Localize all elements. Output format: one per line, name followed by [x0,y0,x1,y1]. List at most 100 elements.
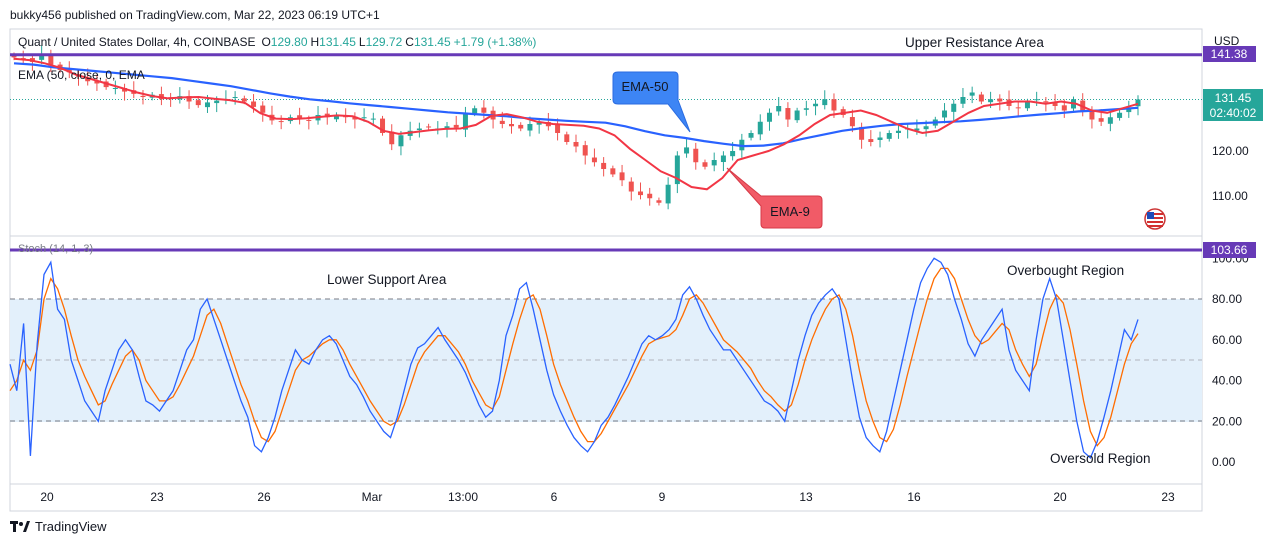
candle[interactable] [720,151,726,172]
candle[interactable] [1006,90,1012,111]
candle[interactable] [1107,111,1113,132]
ema9-callout[interactable]: EMA-9 [726,167,823,229]
time-tick: 23 [1161,490,1175,504]
candle[interactable] [969,86,975,104]
candle[interactable] [416,122,422,138]
candle[interactable] [960,88,966,109]
candle[interactable] [232,91,238,105]
candle[interactable] [711,152,717,172]
time-tick: 6 [551,490,558,504]
candle[interactable] [20,50,26,65]
time-axis[interactable]: 20 23 26 Mar 13:00 6 9 13 16 20 23 [40,490,1175,504]
candle[interactable] [886,130,892,142]
candle[interactable] [868,130,874,147]
candle[interactable] [776,97,782,116]
candle[interactable] [518,122,524,132]
candle[interactable] [702,159,708,170]
ema50-callout[interactable]: EMA-50 [612,71,691,133]
candle[interactable] [1135,95,1141,116]
candle[interactable] [674,151,680,194]
candle[interactable] [195,97,201,108]
resistance-price-tag: 141.38 [1203,46,1256,62]
candle[interactable] [628,177,634,201]
candle[interactable] [545,112,551,131]
stoch-tick: 40.00 [1212,374,1242,388]
candle[interactable] [665,177,671,210]
price-axis[interactable]: 110.00 120.00 [1212,144,1249,203]
candle[interactable] [877,131,883,148]
candle[interactable] [352,112,358,129]
candle[interactable] [822,90,828,110]
candle[interactable] [619,164,625,187]
candle[interactable] [997,94,1003,111]
candle[interactable] [840,106,846,118]
candle[interactable] [591,148,597,167]
candle[interactable] [601,157,607,177]
candle[interactable] [803,100,809,116]
candle[interactable] [315,106,321,125]
candle[interactable] [942,103,948,124]
candle[interactable] [895,123,901,139]
candle[interactable] [766,108,772,131]
candle[interactable] [656,197,662,206]
candle[interactable] [490,106,496,129]
candle[interactable] [426,123,432,130]
candle[interactable] [131,81,137,99]
candle[interactable] [785,102,791,127]
price-tick: 120.00 [1212,144,1249,158]
candle[interactable] [94,74,100,91]
tradingview-logo-icon [10,520,30,532]
candle[interactable] [536,118,542,134]
candle[interactable] [297,107,303,125]
us-flag-icon[interactable] [1144,208,1166,230]
time-tick: 13 [799,490,813,504]
candle[interactable] [813,99,819,116]
candle[interactable] [389,124,395,151]
candle[interactable] [462,106,468,138]
candle[interactable] [333,112,339,122]
candle[interactable] [223,90,229,105]
stoch-tick: 80.00 [1212,292,1242,306]
candle[interactable] [637,182,643,200]
candle[interactable] [859,122,865,149]
candle[interactable] [260,101,266,122]
stoch-d-line [9,267,1139,447]
candle[interactable] [905,124,911,139]
footer[interactable]: TradingView [10,519,107,534]
candle[interactable] [435,121,441,135]
candle[interactable] [186,90,192,109]
candle[interactable] [610,165,616,178]
stoch-marker-text: 103.66 [1211,243,1248,257]
candle[interactable] [757,114,763,141]
candle[interactable] [1117,110,1123,121]
candle[interactable] [407,121,413,141]
candle[interactable] [693,142,699,170]
candle[interactable] [177,87,183,104]
candle[interactable] [978,91,984,105]
candle[interactable] [140,90,146,105]
time-tick: 20 [1053,490,1067,504]
candle[interactable] [582,140,588,165]
candle[interactable] [1034,91,1040,106]
candle[interactable] [951,99,957,121]
candle[interactable] [122,83,128,101]
candle[interactable] [278,115,284,130]
candle[interactable] [380,115,386,136]
ema9-callout-text: EMA-9 [770,204,810,219]
candle[interactable] [269,105,275,125]
candle[interactable] [112,80,118,95]
candle[interactable] [398,130,404,156]
candle[interactable] [158,86,164,106]
candle[interactable] [748,130,754,141]
candle[interactable] [509,118,515,134]
candle[interactable] [794,107,800,123]
candle[interactable] [555,118,561,141]
candle[interactable] [647,187,653,206]
candle[interactable] [573,134,579,153]
candle[interactable] [1015,101,1021,116]
publisher-line: bukky456 published on TradingView.com, M… [10,8,380,22]
candle[interactable] [564,131,570,145]
candle[interactable] [684,138,690,158]
